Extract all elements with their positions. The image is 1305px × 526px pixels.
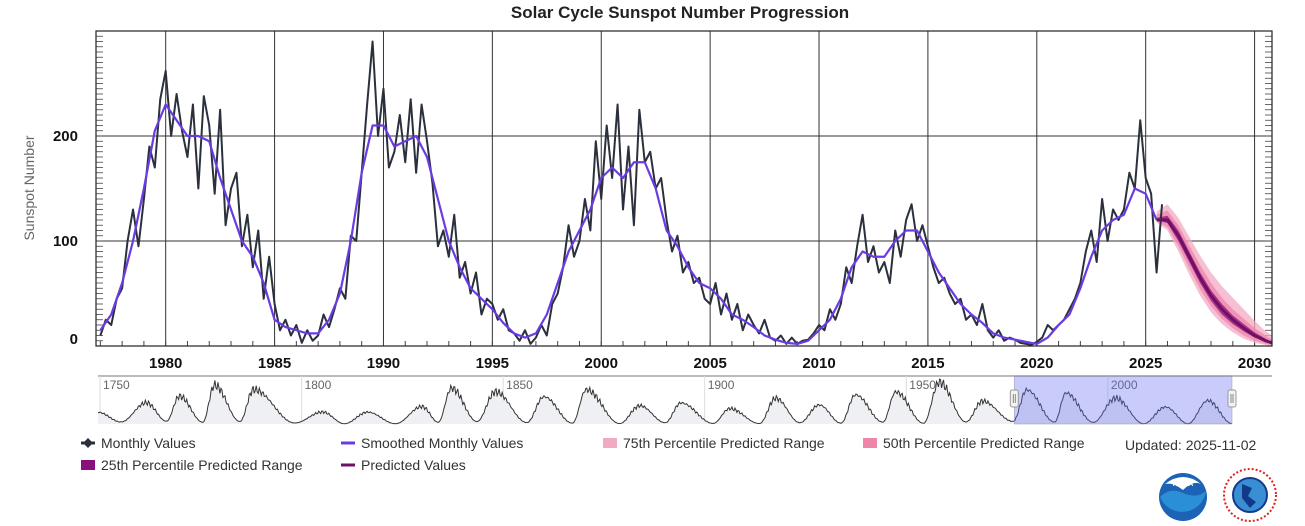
y-axis-label: Sunspot Number (21, 135, 37, 240)
svg-text:NOAA: NOAA (1173, 481, 1194, 488)
legend-item[interactable]: 25th Percentile Predicted Range (81, 457, 303, 473)
legend-label: 50th Percentile Predicted Range (883, 435, 1085, 451)
navigator-selection[interactable] (1014, 375, 1233, 425)
x-tick-label: 1990 (367, 355, 400, 372)
p50th-percentile-predicted-range-band (1156, 210, 1272, 345)
navigator-area (98, 379, 1232, 424)
y-tick-labels: 0 100 200 (53, 128, 78, 348)
x-tick-label: 2010 (802, 355, 835, 372)
legend-item[interactable]: 50th Percentile Predicted Range (863, 435, 1085, 451)
noaa-logo: NOAA (1159, 473, 1207, 521)
x-tick-label: 1980 (149, 355, 182, 372)
legend-item[interactable]: Monthly Values (81, 435, 196, 451)
range-navigator[interactable]: 1750 1800 1850 1900 1950 2000 (97, 375, 1272, 425)
navigator-year-label: 1900 (708, 378, 735, 392)
y-tick-label: 0 (70, 331, 78, 348)
x-tick-label: 2000 (585, 355, 618, 372)
plot-series (99, 40, 1272, 346)
chart-title: Solar Cycle Sunspot Number Progression (511, 3, 849, 22)
legend-label: Predicted Values (361, 457, 466, 473)
grid-lines (96, 31, 1272, 346)
navigator-right-handle[interactable] (1227, 389, 1237, 408)
legend-label: 25th Percentile Predicted Range (101, 457, 303, 473)
x-tick-label: 2015 (911, 355, 944, 372)
x-tick-label: 2005 (693, 355, 726, 372)
legend-label: Smoothed Monthly Values (361, 435, 523, 451)
monthly-values-line (99, 40, 1164, 346)
x-tick-label: 2030 (1238, 355, 1271, 372)
legend-diamond-icon (83, 438, 93, 448)
legend-label: 75th Percentile Predicted Range (623, 435, 825, 451)
legend-item[interactable]: Predicted Values (341, 457, 466, 473)
predicted-values-line (1156, 218, 1272, 345)
x-tick-label: 2025 (1129, 355, 1162, 372)
x-tick-label: 1995 (476, 355, 509, 372)
legend-swatch (81, 460, 95, 470)
legend-swatch (603, 438, 617, 448)
x-tick-label: 1985 (258, 355, 291, 372)
y-tick-label: 200 (53, 128, 78, 145)
y-tick-label: 100 (53, 233, 78, 250)
updated-date: Updated: 2025-11-02 (1125, 437, 1256, 453)
navigator-left-handle[interactable] (1009, 389, 1019, 408)
navigator-year-label: 1850 (506, 378, 533, 392)
navigator-year-label: 2000 (1111, 378, 1138, 392)
navigator-year-label: 1950 (909, 378, 936, 392)
navigator-year-label: 1800 (305, 378, 332, 392)
navigator-year-label: 1750 (103, 378, 130, 392)
navigator-line (97, 378, 1232, 425)
x-tick-label: 2020 (1020, 355, 1053, 372)
legend-swatch (863, 438, 877, 448)
legend-label: Monthly Values (101, 435, 196, 451)
legend: Monthly Values Smoothed Monthly Values 75t… (81, 435, 1085, 473)
legend-item[interactable]: 75th Percentile Predicted Range (603, 435, 825, 451)
plot-frame (95, 30, 1273, 347)
legend-item[interactable]: Smoothed Monthly Values (341, 435, 523, 451)
axis-ticks (96, 35, 1272, 346)
smoothed-monthly-values-line (99, 103, 1158, 345)
nws-logo (1223, 468, 1277, 522)
x-tick-labels: 1980 1985 1990 1995 2000 2005 2010 2015 2020 2025… (149, 355, 1271, 372)
